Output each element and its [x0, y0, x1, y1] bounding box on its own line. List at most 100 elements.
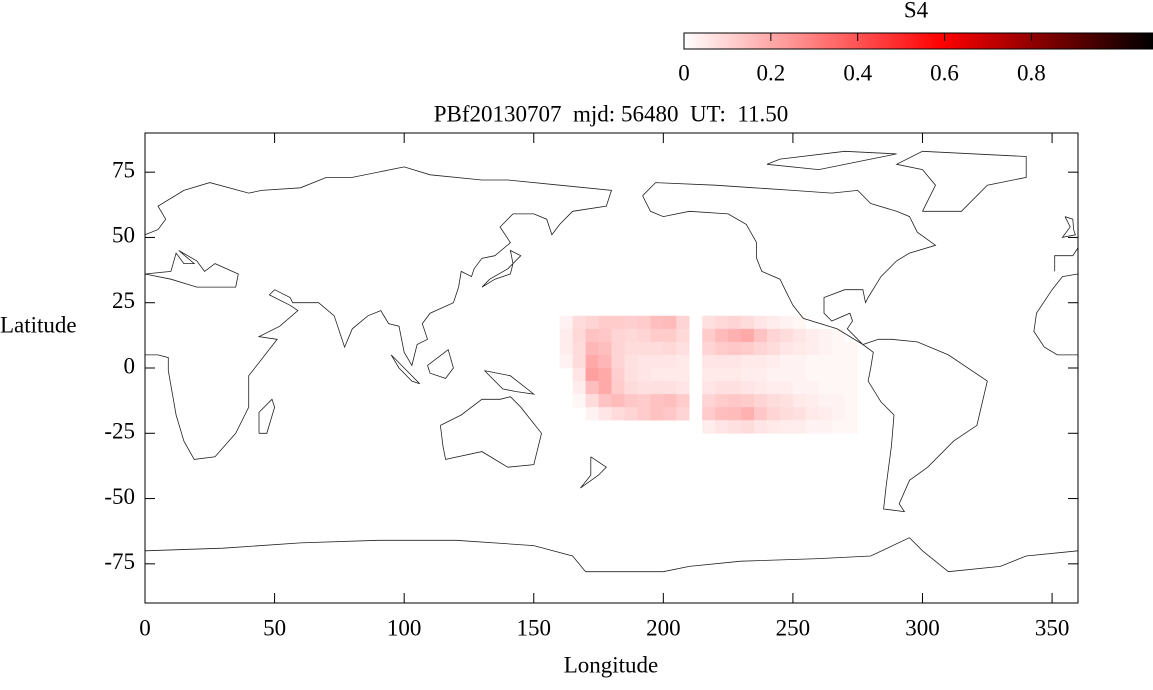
heat-cell — [792, 420, 807, 434]
heat-cell — [754, 341, 768, 356]
heat-cell — [728, 381, 742, 395]
heat-cell — [831, 394, 846, 408]
heat-cell — [728, 394, 742, 408]
heat-cell — [767, 354, 781, 369]
heat-cell — [805, 381, 820, 395]
heat-cell — [611, 381, 625, 395]
heat-cell — [831, 420, 846, 434]
heat-cell — [754, 381, 768, 395]
heat-cell — [572, 341, 586, 356]
heat-cell — [572, 328, 586, 343]
heat-cell — [702, 407, 716, 421]
heat-cell — [728, 420, 742, 434]
heat-cell — [818, 420, 833, 434]
x-tick-label: 150 — [517, 615, 552, 640]
coastline — [484, 370, 536, 395]
heat-cell — [741, 315, 755, 330]
heat-cell — [676, 394, 690, 408]
heat-cell — [728, 407, 742, 421]
heat-cell — [715, 328, 729, 343]
heat-cell — [767, 394, 781, 408]
heat-cell — [792, 368, 807, 382]
heat-cell — [559, 354, 573, 369]
heat-cell — [585, 394, 599, 408]
heat-cell — [831, 407, 846, 421]
heat-cell — [663, 315, 677, 330]
heat-cell — [624, 394, 638, 408]
heat-cell — [663, 381, 677, 395]
heat-cell — [585, 381, 599, 395]
coastlines — [144, 150, 1079, 573]
coastline — [580, 456, 607, 489]
heat-cell — [676, 381, 690, 395]
heat-cell — [805, 354, 820, 369]
heat-cell — [754, 354, 768, 369]
heat-cell — [844, 341, 859, 356]
heat-cell — [559, 328, 573, 343]
heat-cell — [650, 328, 664, 343]
heat-cell — [650, 354, 664, 369]
heat-cell — [637, 354, 651, 369]
heat-cell — [779, 341, 794, 356]
colorbar — [683, 32, 1153, 50]
heat-cell — [637, 328, 651, 343]
heat-cell — [844, 354, 859, 369]
heat-cell — [792, 407, 807, 421]
heat-cell — [624, 315, 638, 330]
colorbar-tick-label: 0.2 — [756, 60, 785, 85]
heat-cell — [754, 420, 768, 434]
heat-cell — [715, 407, 729, 421]
heat-cell — [650, 394, 664, 408]
heat-cell — [844, 381, 859, 395]
heat-cell — [728, 341, 742, 356]
heatmap — [559, 315, 859, 434]
heat-cell — [611, 407, 625, 421]
heat-cell — [741, 368, 755, 382]
heat-cell — [663, 368, 677, 382]
heat-cell — [779, 315, 794, 330]
heat-cell — [624, 328, 638, 343]
heat-cell — [754, 315, 768, 330]
heat-cell — [805, 407, 820, 421]
heat-cell — [805, 341, 820, 356]
heat-cell — [767, 328, 781, 343]
heat-cell — [598, 407, 612, 421]
heat-cell — [844, 394, 859, 408]
heat-cell — [805, 368, 820, 382]
heat-cell — [715, 394, 729, 408]
heat-cell — [572, 315, 586, 330]
x-tick-label: 300 — [905, 615, 940, 640]
heat-cell — [663, 341, 677, 356]
heat-cell — [805, 420, 820, 434]
heat-cell — [624, 341, 638, 356]
heat-cell — [831, 341, 846, 356]
heat-cell — [715, 420, 729, 434]
heat-cell — [611, 328, 625, 343]
x-tick-label: 250 — [776, 615, 811, 640]
heat-cell — [598, 315, 612, 330]
heat-cell — [779, 407, 794, 421]
heat-cell — [663, 407, 677, 421]
coastline — [440, 396, 542, 468]
heat-cell — [792, 354, 807, 369]
heat-cell — [715, 368, 729, 382]
heat-cell — [741, 394, 755, 408]
heat-cell — [676, 315, 690, 330]
heat-cell — [767, 407, 781, 421]
heat-cell — [805, 328, 820, 343]
heat-cell — [611, 341, 625, 356]
heat-cell — [611, 315, 625, 330]
heat-cell — [792, 328, 807, 343]
y-tick-label: 25 — [112, 288, 135, 313]
coastline — [642, 182, 988, 513]
heat-cell — [831, 354, 846, 369]
heat-cell — [728, 328, 742, 343]
heat-cell — [741, 341, 755, 356]
heat-cell — [818, 328, 833, 343]
x-tick-label: 50 — [263, 615, 286, 640]
heat-cell — [779, 328, 794, 343]
heat-cell — [702, 420, 716, 434]
colorbar-tick-label: 0.4 — [843, 60, 872, 85]
heat-cell — [702, 354, 716, 369]
heat-cell — [559, 341, 573, 356]
